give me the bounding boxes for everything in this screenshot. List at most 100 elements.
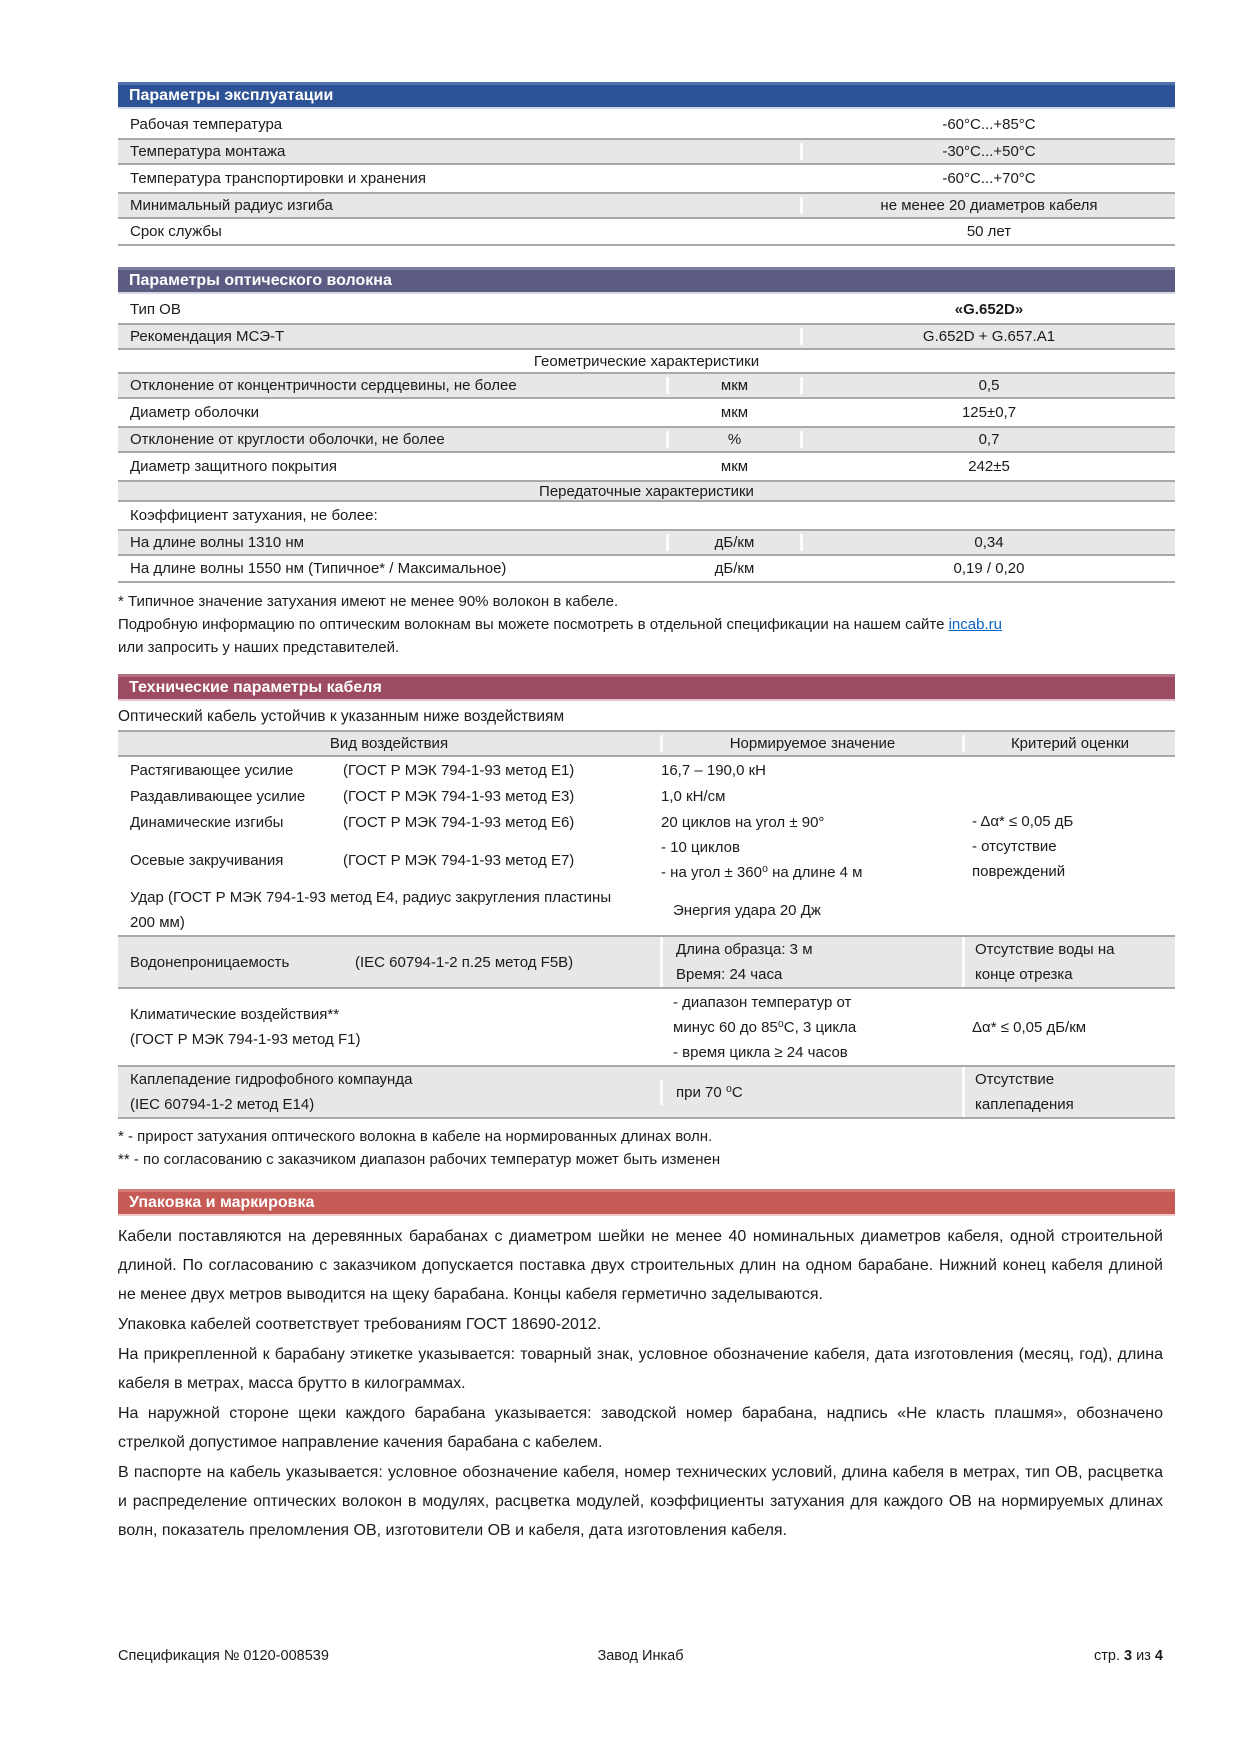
footer-page-total: 4 xyxy=(1154,1648,1163,1664)
col-header-normalized-value: Нормируемое значение xyxy=(660,735,962,752)
packaging-section: Упаковка и маркировка Кабели поставляютс… xyxy=(118,1189,1175,1545)
row-method: (ГОСТ Р МЭК 794-1-93 метод Е1) xyxy=(343,761,575,779)
row-value: 0,7 xyxy=(800,431,1175,448)
packaging-paragraph: В паспорте на кабель указывается: условн… xyxy=(118,1464,1163,1539)
table-row: Рабочая температура -60°С...+85°С xyxy=(118,111,1175,138)
fiber-params-header: Параметры оптического волокна xyxy=(118,267,1175,294)
table-row: Отклонение от концентричности сердцевины… xyxy=(118,372,1175,399)
technical-group-rows: Растягивающее усилие (ГОСТ Р МЭК 794-1-9… xyxy=(118,757,962,935)
operation-params-header: Параметры эксплуатации xyxy=(118,82,1175,109)
row-value: 50 лет xyxy=(800,223,1175,240)
row-name-cell: Водонепроницаемость (IEC 60794-1-2 п.25 … xyxy=(118,950,660,975)
row-value: - диапазон температур от минус 60 до 85⁰… xyxy=(660,990,962,1065)
row-value: не менее 20 диаметров кабеля xyxy=(800,197,1175,214)
row-unit: дБ/км xyxy=(666,534,800,551)
row-value: «G.652D» xyxy=(800,301,1175,318)
row-label: На длине волны 1550 нм (Типичное* / Макс… xyxy=(130,560,507,577)
packaging-paragraph: Кабели поставляются на деревянных бараба… xyxy=(118,1228,1163,1303)
row-name: Растягивающее усилие xyxy=(130,761,294,779)
row-value: 1,0 кН/см xyxy=(661,787,726,805)
criterion-line: повреждений xyxy=(972,862,1066,880)
fiber-info-line2: или запросить у наших представителей. xyxy=(118,639,400,656)
table-row-drip: Каплепадение гидрофобного компаунда (IEC… xyxy=(118,1065,1175,1119)
value-line: Время: 24 часа xyxy=(676,966,783,983)
row-unit: мкм xyxy=(666,377,800,394)
operation-params-table: Параметры эксплуатации Рабочая температу… xyxy=(118,82,1175,246)
row-value: 0,19 / 0,20 xyxy=(800,560,1175,577)
fiber-footnote-typical: * Типичное значение затухания имеют не м… xyxy=(118,593,619,610)
table-row: Динамические изгибы (ГОСТ Р МЭК 794-1-93… xyxy=(118,809,962,835)
row-label: Минимальный радиус изгиба xyxy=(130,197,333,214)
table-row: Диаметр оболочки мкм 125±0,7 xyxy=(118,399,1175,426)
table-row-water-resistance: Водонепроницаемость (IEC 60794-1-2 п.25 … xyxy=(118,935,1175,989)
section-row-transmission: Передаточные характеристики xyxy=(118,480,1175,502)
row-criterion: Δα* ≤ 0,05 дБ/км xyxy=(972,1018,1087,1036)
row-name-cell: Климатические воздействия** (ГОСТ Р МЭК … xyxy=(118,1002,660,1052)
row-label: На длине волны 1310 нм xyxy=(130,534,304,551)
row-label: Тип ОВ xyxy=(130,301,181,318)
value-line: - диапазон температур от xyxy=(673,993,852,1011)
row-method: (ГОСТ Р МЭК 794-1-93 метод Е3) xyxy=(343,787,575,805)
table-row: Отклонение от круглости оболочки, не бол… xyxy=(118,426,1175,453)
technical-subtitle: Оптический кабель устойчив к указанным н… xyxy=(118,707,565,725)
table-row: Минимальный радиус изгиба не менее 20 ди… xyxy=(118,192,1175,219)
technical-column-headers: Вид воздействия Нормируемое значение Кри… xyxy=(118,730,1175,757)
criterion-line: Отсутствие xyxy=(975,1071,1055,1088)
row-value: -60°С...+85°С xyxy=(800,116,1175,133)
criterion-line: - отсутствие xyxy=(972,837,1057,855)
table-row: На длине волны 1310 нм дБ/км 0,34 xyxy=(118,529,1175,556)
table-row: Растягивающее усилие (ГОСТ Р МЭК 794-1-9… xyxy=(118,757,962,783)
row-name-cell: Каплепадение гидрофобного компаунда (IEC… xyxy=(118,1067,660,1117)
incab-link[interactable]: incab.ru xyxy=(948,616,1002,633)
table-row: Раздавливающее усилие (ГОСТ Р МЭК 794-1-… xyxy=(118,783,962,809)
row-label: Рекомендация МСЭ-Т xyxy=(130,328,285,345)
name-line: Климатические воздействия** xyxy=(130,1006,340,1023)
footer-page-indicator: стр. 3 из 4 xyxy=(818,1648,1163,1664)
row-value: 0,34 xyxy=(800,534,1175,551)
footnote-double-asterisk: ** - по согласованию с заказчиком диапаз… xyxy=(118,1151,721,1168)
table-row: Температура монтажа -30°С...+50°С xyxy=(118,138,1175,165)
group-criterion-cell: - Δα* ≤ 0,05 дБ - отсутствие повреждений xyxy=(962,757,1175,935)
technical-footnotes: * - прирост затухания оптического волокн… xyxy=(118,1125,1163,1171)
technical-group-block: Растягивающее усилие (ГОСТ Р МЭК 794-1-9… xyxy=(118,757,1175,935)
row-criterion: Отсутствие каплепадения xyxy=(962,1067,1175,1117)
value-line: минус 60 до 85⁰С, 3 цикла xyxy=(673,1018,857,1036)
table-row: Тип ОВ «G.652D» xyxy=(118,296,1175,323)
fiber-footnotes: * Типичное значение затухания имеют не м… xyxy=(118,590,1163,659)
col-header-criterion: Критерий оценки xyxy=(962,735,1175,752)
operation-params-rows: Рабочая температура -60°С...+85°С Темпер… xyxy=(118,111,1175,246)
row-unit: дБ/км xyxy=(666,560,800,577)
row-value: -30°С...+50°С xyxy=(800,143,1175,160)
row-value: G.652D + G.657.A1 xyxy=(800,328,1175,345)
table-row: На длине волны 1550 нм (Типичное* / Макс… xyxy=(118,556,1175,583)
table-row: Осевые закручивания (ГОСТ Р МЭК 794-1-93… xyxy=(118,835,962,885)
row-value: Длина образца: 3 м Время: 24 часа xyxy=(660,937,962,987)
value-line: Длина образца: 3 м xyxy=(676,941,813,958)
footer-page-label: стр. xyxy=(1094,1648,1120,1664)
name-line: (IEC 60794-1-2 метод Е14) xyxy=(130,1096,315,1113)
footnote-asterisk: * - прирост затухания оптического волокн… xyxy=(118,1128,713,1145)
packaging-paragraph: На прикрепленной к барабану этикетке ука… xyxy=(118,1346,1163,1392)
row-method: (ГОСТ Р МЭК 794-1-93 метод Е7) xyxy=(343,851,575,869)
fiber-params-table: Параметры оптического волокна Тип ОВ «G.… xyxy=(118,267,1175,659)
table-row: Рекомендация МСЭ-Т G.652D + G.657.A1 xyxy=(118,323,1175,350)
row-value: 0,5 xyxy=(800,377,1175,394)
row-value: -60°С...+70°С xyxy=(800,170,1175,187)
fiber-info-text: Подробную информацию по оптическим волок… xyxy=(118,616,945,633)
footer-page-number: 3 xyxy=(1124,1648,1133,1664)
table-row: Диаметр защитного покрытия мкм 242±5 xyxy=(118,453,1175,480)
row-criterion: Отсутствие воды на конце отрезка xyxy=(962,937,1175,987)
row-label: Срок службы xyxy=(130,223,222,240)
fiber-info-line: Подробную информацию по оптическим волок… xyxy=(118,613,1163,636)
technical-params-table: Технические параметры кабеля Оптический … xyxy=(118,674,1175,1171)
table-row-climate: Климатические воздействия** (ГОСТ Р МЭК … xyxy=(118,989,1175,1065)
name-line: (ГОСТ Р МЭК 794-1-93 метод F1) xyxy=(130,1031,361,1048)
row-method: (IEC 60794-1-2 п.25 метод F5B) xyxy=(355,953,574,971)
row-method: (ГОСТ Р МЭК 794-1-93 метод Е6) xyxy=(343,813,575,831)
row-name: Динамические изгибы xyxy=(130,813,284,831)
row-value: 125±0,7 xyxy=(800,404,1175,421)
criterion-line: Отсутствие воды на xyxy=(975,941,1115,958)
row-value: при 70 ⁰С xyxy=(660,1079,962,1105)
row-label: Температура транспортировки и хранения xyxy=(130,170,426,187)
row-value: Энергия удара 20 Дж xyxy=(673,901,821,919)
